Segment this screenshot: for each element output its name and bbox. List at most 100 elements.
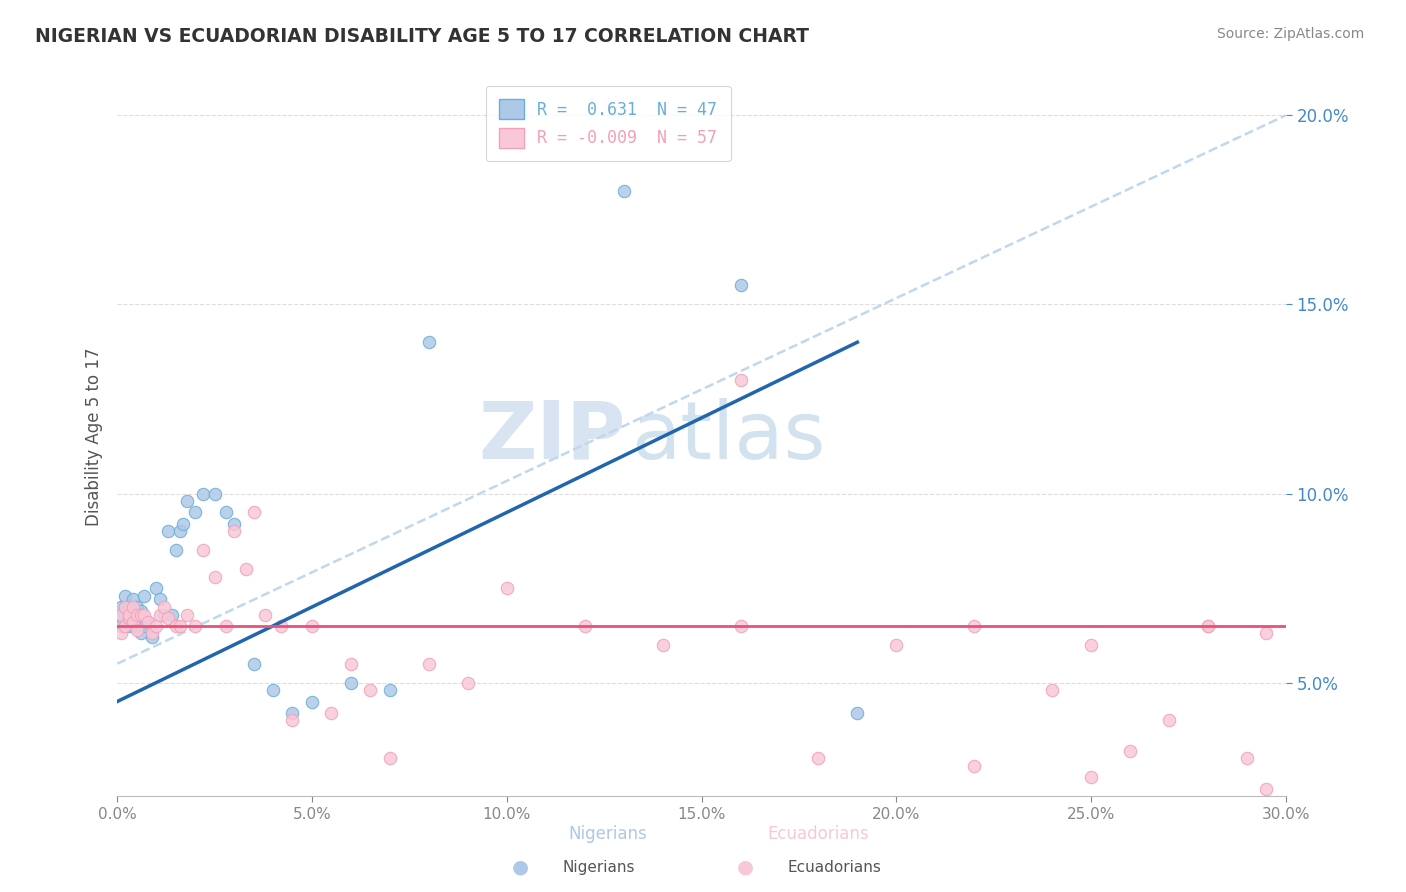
Point bbox=[1197, 619, 1219, 633]
Point bbox=[118, 607, 141, 622]
Point bbox=[118, 611, 141, 625]
Point bbox=[1040, 683, 1063, 698]
Point bbox=[613, 184, 636, 198]
Point bbox=[129, 626, 152, 640]
Point bbox=[172, 516, 194, 531]
Point bbox=[138, 615, 160, 629]
Point bbox=[730, 278, 752, 293]
Point bbox=[121, 619, 143, 633]
Point bbox=[215, 619, 238, 633]
Point bbox=[262, 683, 284, 698]
Text: ●: ● bbox=[737, 857, 754, 877]
Point bbox=[110, 599, 132, 614]
Point bbox=[1236, 751, 1258, 765]
Point bbox=[114, 619, 136, 633]
Text: Ecuadorians: Ecuadorians bbox=[787, 860, 882, 874]
Point bbox=[121, 607, 143, 622]
Point bbox=[730, 619, 752, 633]
Point bbox=[1080, 770, 1102, 784]
Point bbox=[281, 714, 304, 728]
Point bbox=[118, 599, 141, 614]
Point bbox=[1197, 619, 1219, 633]
Point bbox=[134, 589, 156, 603]
Point bbox=[235, 562, 257, 576]
Point bbox=[204, 486, 226, 500]
Point bbox=[301, 619, 323, 633]
Point bbox=[191, 543, 214, 558]
Point bbox=[1080, 638, 1102, 652]
Point bbox=[191, 486, 214, 500]
Point bbox=[165, 619, 187, 633]
Point bbox=[114, 599, 136, 614]
Point bbox=[176, 494, 198, 508]
Point bbox=[730, 373, 752, 387]
Point bbox=[222, 516, 245, 531]
Point bbox=[149, 592, 172, 607]
Point bbox=[340, 675, 363, 690]
Point bbox=[134, 619, 156, 633]
Point bbox=[125, 619, 148, 633]
Point bbox=[153, 607, 176, 622]
Point bbox=[125, 607, 148, 622]
Point bbox=[145, 619, 167, 633]
Point bbox=[149, 607, 172, 622]
Point bbox=[340, 657, 363, 671]
Point bbox=[114, 589, 136, 603]
Point bbox=[242, 505, 264, 519]
Point bbox=[110, 626, 132, 640]
Point bbox=[963, 759, 986, 773]
Text: Nigerians: Nigerians bbox=[562, 860, 636, 874]
Text: Nigerians: Nigerians bbox=[568, 825, 647, 843]
Point bbox=[184, 505, 207, 519]
Text: atlas: atlas bbox=[631, 398, 825, 475]
Point bbox=[1119, 744, 1142, 758]
Point bbox=[110, 619, 132, 633]
Point bbox=[141, 626, 163, 640]
Point bbox=[301, 694, 323, 708]
Point bbox=[121, 599, 143, 614]
Point bbox=[651, 638, 673, 652]
Point bbox=[378, 751, 401, 765]
Point bbox=[169, 619, 191, 633]
Point bbox=[1157, 714, 1180, 728]
Point bbox=[457, 675, 479, 690]
Point bbox=[118, 611, 141, 625]
Point bbox=[176, 607, 198, 622]
Point bbox=[129, 604, 152, 618]
Point bbox=[418, 657, 440, 671]
Point bbox=[254, 607, 277, 622]
Point bbox=[359, 683, 381, 698]
Point bbox=[153, 599, 176, 614]
Point bbox=[134, 607, 156, 622]
Point bbox=[378, 683, 401, 698]
Point bbox=[125, 599, 148, 614]
Point bbox=[156, 611, 179, 625]
Point bbox=[156, 524, 179, 539]
Point bbox=[121, 592, 143, 607]
Point bbox=[145, 581, 167, 595]
Point bbox=[418, 335, 440, 350]
Point bbox=[281, 706, 304, 720]
Text: Ecuadorians: Ecuadorians bbox=[768, 825, 869, 843]
Point bbox=[1256, 781, 1278, 796]
Y-axis label: Disability Age 5 to 17: Disability Age 5 to 17 bbox=[86, 348, 103, 526]
Point bbox=[886, 638, 908, 652]
Point bbox=[118, 619, 141, 633]
Point bbox=[321, 706, 343, 720]
Legend: R =  0.631  N = 47, R = -0.009  N = 57: R = 0.631 N = 47, R = -0.009 N = 57 bbox=[485, 86, 731, 161]
Point bbox=[125, 623, 148, 637]
Point bbox=[160, 607, 183, 622]
Point bbox=[184, 619, 207, 633]
Point bbox=[138, 615, 160, 629]
Point bbox=[204, 570, 226, 584]
Point bbox=[222, 524, 245, 539]
Point bbox=[1256, 626, 1278, 640]
Point bbox=[125, 607, 148, 622]
Point bbox=[129, 607, 152, 622]
Point bbox=[169, 524, 191, 539]
Point bbox=[114, 619, 136, 633]
Point bbox=[846, 706, 869, 720]
Point bbox=[121, 615, 143, 629]
Text: NIGERIAN VS ECUADORIAN DISABILITY AGE 5 TO 17 CORRELATION CHART: NIGERIAN VS ECUADORIAN DISABILITY AGE 5 … bbox=[35, 27, 808, 45]
Point bbox=[963, 619, 986, 633]
